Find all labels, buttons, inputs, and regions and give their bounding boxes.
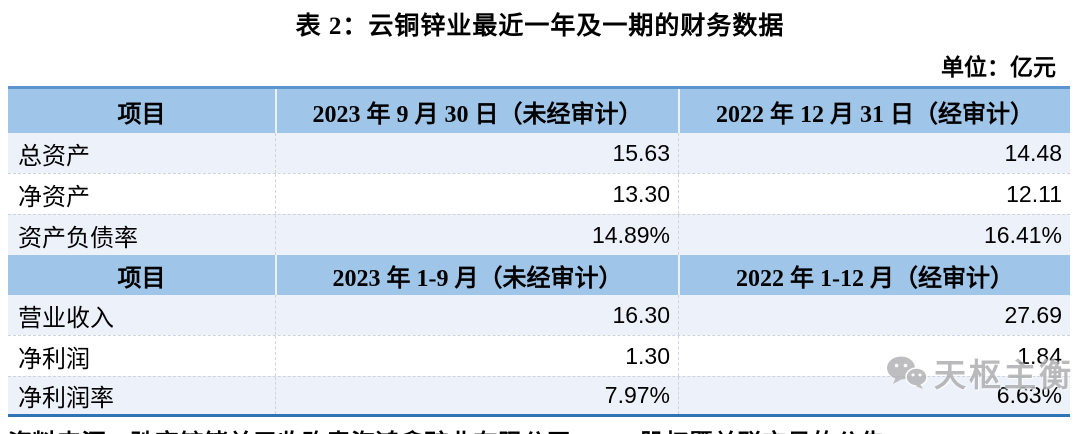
row-value-2: 27.69	[678, 295, 1070, 335]
header-cell-period-2: 2022 年 12 月 31 日（经审计）	[678, 89, 1070, 133]
financial-table: 项目 2023 年 9 月 30 日（未经审计） 2022 年 12 月 31 …	[8, 86, 1070, 417]
row-value-1: 16.30	[275, 295, 678, 335]
row-label: 净资产	[18, 184, 90, 211]
row-value-2: 14.48	[678, 133, 1070, 173]
row-label: 总资产	[18, 143, 90, 170]
table-title: 表 2：云铜锌业最近一年及一期的财务数据	[295, 13, 785, 40]
table-row-net-margin: 净利润率 7.97% 6.63%	[8, 376, 1070, 414]
row-value-1: 7.97%	[275, 377, 678, 414]
row-value-1: 13.30	[275, 174, 678, 214]
row-value-2: 16.41%	[678, 215, 1070, 255]
table-row-revenue: 营业收入 16.30 27.69	[8, 295, 1070, 335]
header-cell-period-1: 2023 年 9 月 30 日（未经审计）	[275, 89, 678, 133]
row-value-2: 12.11	[678, 174, 1070, 214]
table-header-row-2: 项目 2023 年 1-9 月（未经审计） 2022 年 1-12 月（经审计）	[8, 255, 1070, 295]
header-cell-period-2: 2022 年 1-12 月（经审计）	[678, 255, 1070, 295]
table-row-net-profit: 净利润 1.30 1.84	[8, 335, 1070, 376]
row-label: 净利润率	[18, 386, 114, 412]
header-cell-item: 项目	[117, 265, 166, 292]
row-label: 净利润	[18, 346, 90, 373]
row-label: 营业收入	[18, 305, 114, 332]
row-value-1: 1.30	[275, 336, 678, 376]
header-cell-item: 项目	[117, 101, 166, 128]
row-value-2: 1.84	[678, 336, 1070, 376]
table-row-total-assets: 总资产 15.63 14.48	[8, 133, 1070, 173]
table-row-debt-ratio: 资产负债率 14.89% 16.41%	[8, 214, 1070, 255]
table-header-row-1: 项目 2023 年 9 月 30 日（未经审计） 2022 年 12 月 31 …	[8, 89, 1070, 133]
row-value-2: 6.63%	[678, 377, 1070, 414]
row-label: 资产负债率	[18, 225, 138, 252]
row-value-1: 15.63	[275, 133, 678, 173]
unit-label: 单位：亿元	[941, 55, 1056, 80]
row-value-1: 14.89%	[275, 215, 678, 255]
source-note: 资料来源：驰宏锌锗关于收购青海鸿鑫矿业有限公司 100%股权暨关联交易的公告。	[8, 423, 1080, 434]
header-cell-period-1: 2023 年 1-9 月（未经审计）	[275, 255, 678, 295]
table-row-net-assets: 净资产 13.30 12.11	[8, 173, 1070, 214]
